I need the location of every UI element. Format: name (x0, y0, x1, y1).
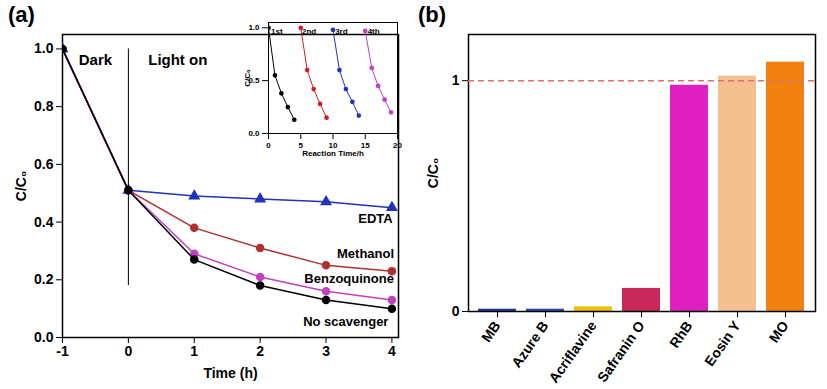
svg-text:MB: MB (478, 318, 504, 345)
svg-text:3: 3 (322, 343, 330, 359)
svg-text:0.0: 0.0 (34, 329, 54, 345)
svg-text:0.2: 0.2 (34, 271, 54, 287)
svg-text:1.0: 1.0 (34, 40, 54, 56)
svg-text:Eosin Y: Eosin Y (701, 317, 744, 369)
svg-text:5: 5 (298, 141, 303, 151)
svg-text:Dark: Dark (79, 51, 113, 68)
svg-text:C/C₀: C/C₀ (243, 69, 252, 87)
svg-text:Time (h): Time (h) (203, 365, 257, 381)
svg-text:MO: MO (766, 318, 792, 346)
svg-text:1: 1 (190, 343, 198, 359)
svg-text:10: 10 (328, 141, 338, 151)
svg-text:EDTA: EDTA (358, 211, 393, 226)
svg-text:1.0: 1.0 (248, 23, 260, 32)
svg-text:Light on: Light on (148, 51, 207, 68)
svg-text:Reaction Time/h: Reaction Time/h (302, 149, 364, 158)
svg-text:No scavenger: No scavenger (303, 314, 388, 329)
svg-text:-1: -1 (56, 343, 69, 359)
svg-text:0.4: 0.4 (34, 214, 54, 230)
svg-text:20: 20 (393, 141, 402, 150)
svg-text:3rd: 3rd (335, 27, 348, 36)
html-text:(a): (a) (8, 2, 35, 27)
svg-text:4: 4 (388, 343, 396, 359)
svg-text:Azure B: Azure B (508, 318, 551, 371)
svg-text:1: 1 (452, 72, 460, 88)
svg-text:0.6: 0.6 (34, 156, 54, 172)
svg-text:2: 2 (256, 343, 264, 359)
svg-text:0: 0 (452, 303, 460, 319)
svg-text:C/C₀: C/C₀ (425, 158, 441, 188)
html-text:(b): (b) (418, 2, 447, 27)
svg-text:0: 0 (266, 141, 271, 150)
svg-text:0.5: 0.5 (248, 76, 260, 86)
svg-text:Benzoquinone: Benzoquinone (304, 271, 394, 286)
svg-text:1st: 1st (271, 27, 283, 36)
svg-text:0.8: 0.8 (34, 98, 54, 114)
svg-text:0.0: 0.0 (248, 129, 260, 138)
svg-text:15: 15 (360, 141, 370, 151)
svg-text:Acriflavine: Acriflavine (545, 318, 599, 386)
svg-text:RhB: RhB (666, 318, 696, 351)
svg-text:C/C₀: C/C₀ (13, 171, 29, 201)
svg-text:4th: 4th (368, 27, 380, 36)
svg-text:Methanol: Methanol (337, 246, 394, 261)
svg-text:2nd: 2nd (302, 27, 316, 36)
svg-text:0: 0 (124, 343, 132, 359)
svg-text:Safranin O: Safranin O (594, 318, 648, 385)
